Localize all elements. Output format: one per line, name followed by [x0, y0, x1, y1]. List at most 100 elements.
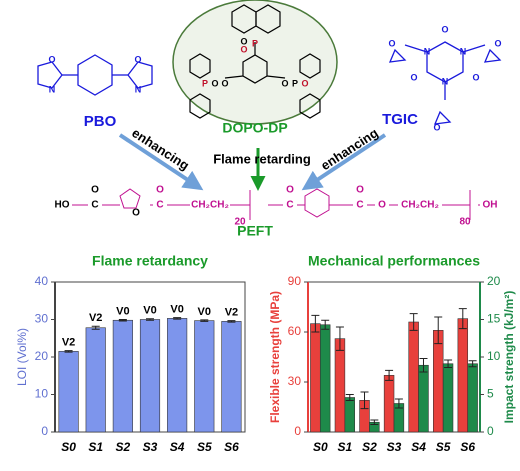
atom: O: [240, 36, 247, 46]
bar: [334, 338, 346, 433]
formula-part: OH: [483, 200, 498, 211]
pbo-structure: [37, 54, 153, 96]
y2-tick-label: 10: [487, 349, 501, 363]
error-bar: [173, 317, 182, 320]
error-bar: [370, 419, 379, 425]
label: PEFT: [237, 223, 273, 239]
label: PBO: [84, 113, 117, 130]
error-bar: [227, 320, 236, 323]
arrow: [118, 133, 204, 191]
arrow: [301, 133, 387, 191]
x-tick-label: S3: [143, 440, 158, 454]
error-bar: [394, 398, 403, 409]
atom: O: [281, 78, 288, 88]
atom: O: [388, 38, 395, 48]
x-tick-label: S0: [313, 440, 328, 454]
error-bar: [200, 319, 209, 322]
x-tick-label: S0: [61, 440, 76, 454]
rating-label: V0: [143, 305, 156, 317]
atom: O: [472, 72, 479, 82]
rating-label: V0: [198, 306, 211, 318]
formula-part: CH₂CH₂: [191, 200, 229, 211]
formula-part: O: [378, 200, 386, 211]
atom: O: [494, 38, 501, 48]
error-bar: [345, 394, 354, 401]
atom: O: [221, 78, 228, 88]
charts: Flame retardancy 0 10 20 30 40 LOI (Vol%) S0 S1 S…: [15, 253, 516, 454]
atom: O: [240, 44, 247, 54]
error-bar: [419, 358, 428, 373]
atom: N: [49, 84, 56, 94]
bar: [58, 351, 79, 433]
x-tick-label: S6: [224, 440, 239, 454]
bar: [408, 321, 419, 433]
bar: [442, 363, 454, 433]
formula-part: C: [156, 200, 163, 211]
bar: [139, 319, 161, 433]
error-bar: [64, 350, 73, 353]
y2-tick-label: 20: [487, 274, 501, 288]
formula-part: C: [286, 200, 293, 211]
error-bar: [335, 326, 344, 351]
atom: O: [441, 24, 448, 34]
bar: [194, 320, 215, 433]
y-tick-label: 30: [288, 374, 302, 388]
x-tick-label: S2: [116, 440, 131, 454]
y-tick-label: 0: [41, 424, 48, 438]
formula-part: 20: [234, 217, 246, 228]
formula-bonds: [72, 188, 480, 220]
formula-part: O: [91, 185, 99, 196]
bar: [85, 327, 106, 433]
error-bar: [409, 313, 418, 331]
y-tick-label: 10: [35, 387, 49, 401]
formula-part: O: [286, 185, 294, 196]
formula-part: 80: [459, 217, 471, 228]
formula-part: C: [356, 200, 363, 211]
error-bar: [434, 316, 443, 345]
bar: [383, 375, 395, 433]
y-axis-label: LOI (Vol%): [15, 328, 29, 386]
formula-part: O: [156, 185, 164, 196]
y2-tick-label: 15: [487, 312, 501, 326]
rating-label: V0: [116, 305, 129, 317]
atom: O: [301, 78, 308, 88]
y2-tick-label: 5: [487, 387, 494, 401]
error-bar: [321, 319, 330, 330]
rating-label: V2: [89, 312, 102, 324]
atom: N: [135, 84, 142, 94]
chart-title: Flame retardancy: [92, 253, 208, 269]
formula-part: C: [91, 200, 98, 211]
atom: P: [252, 38, 258, 48]
y-tick-label: 30: [35, 312, 49, 326]
atom: P: [292, 78, 298, 88]
x-tick-label: S4: [170, 440, 185, 454]
error-bar: [360, 391, 369, 410]
atom: N: [424, 46, 431, 56]
y-tick-label: 20: [35, 349, 49, 363]
bar: [310, 323, 321, 433]
bar: [221, 321, 242, 433]
error-bar: [444, 359, 453, 368]
rating-label: V0: [170, 304, 183, 316]
bar: [433, 330, 444, 433]
label: TGIC: [382, 111, 418, 128]
atom: O: [433, 122, 440, 132]
label: DOPO-DP: [222, 120, 287, 136]
x-tick-label: S5: [436, 440, 451, 454]
x-tick-label: S1: [88, 440, 103, 454]
x-tick-label: S2: [362, 440, 377, 454]
y-tick-label: 60: [288, 324, 302, 338]
bar: [167, 318, 188, 433]
x-tick-label: S5: [197, 440, 212, 454]
x-tick-label: S4: [411, 440, 426, 454]
atom: O: [410, 72, 417, 82]
x-tick-label: S6: [460, 440, 475, 454]
chart-title: Mechanical performances: [308, 253, 480, 269]
y-axis-label: Flexible strength (MPa): [268, 291, 282, 423]
bar: [112, 319, 133, 433]
bar: [319, 324, 331, 433]
bar: [418, 364, 429, 433]
rating-label: V2: [62, 337, 75, 349]
